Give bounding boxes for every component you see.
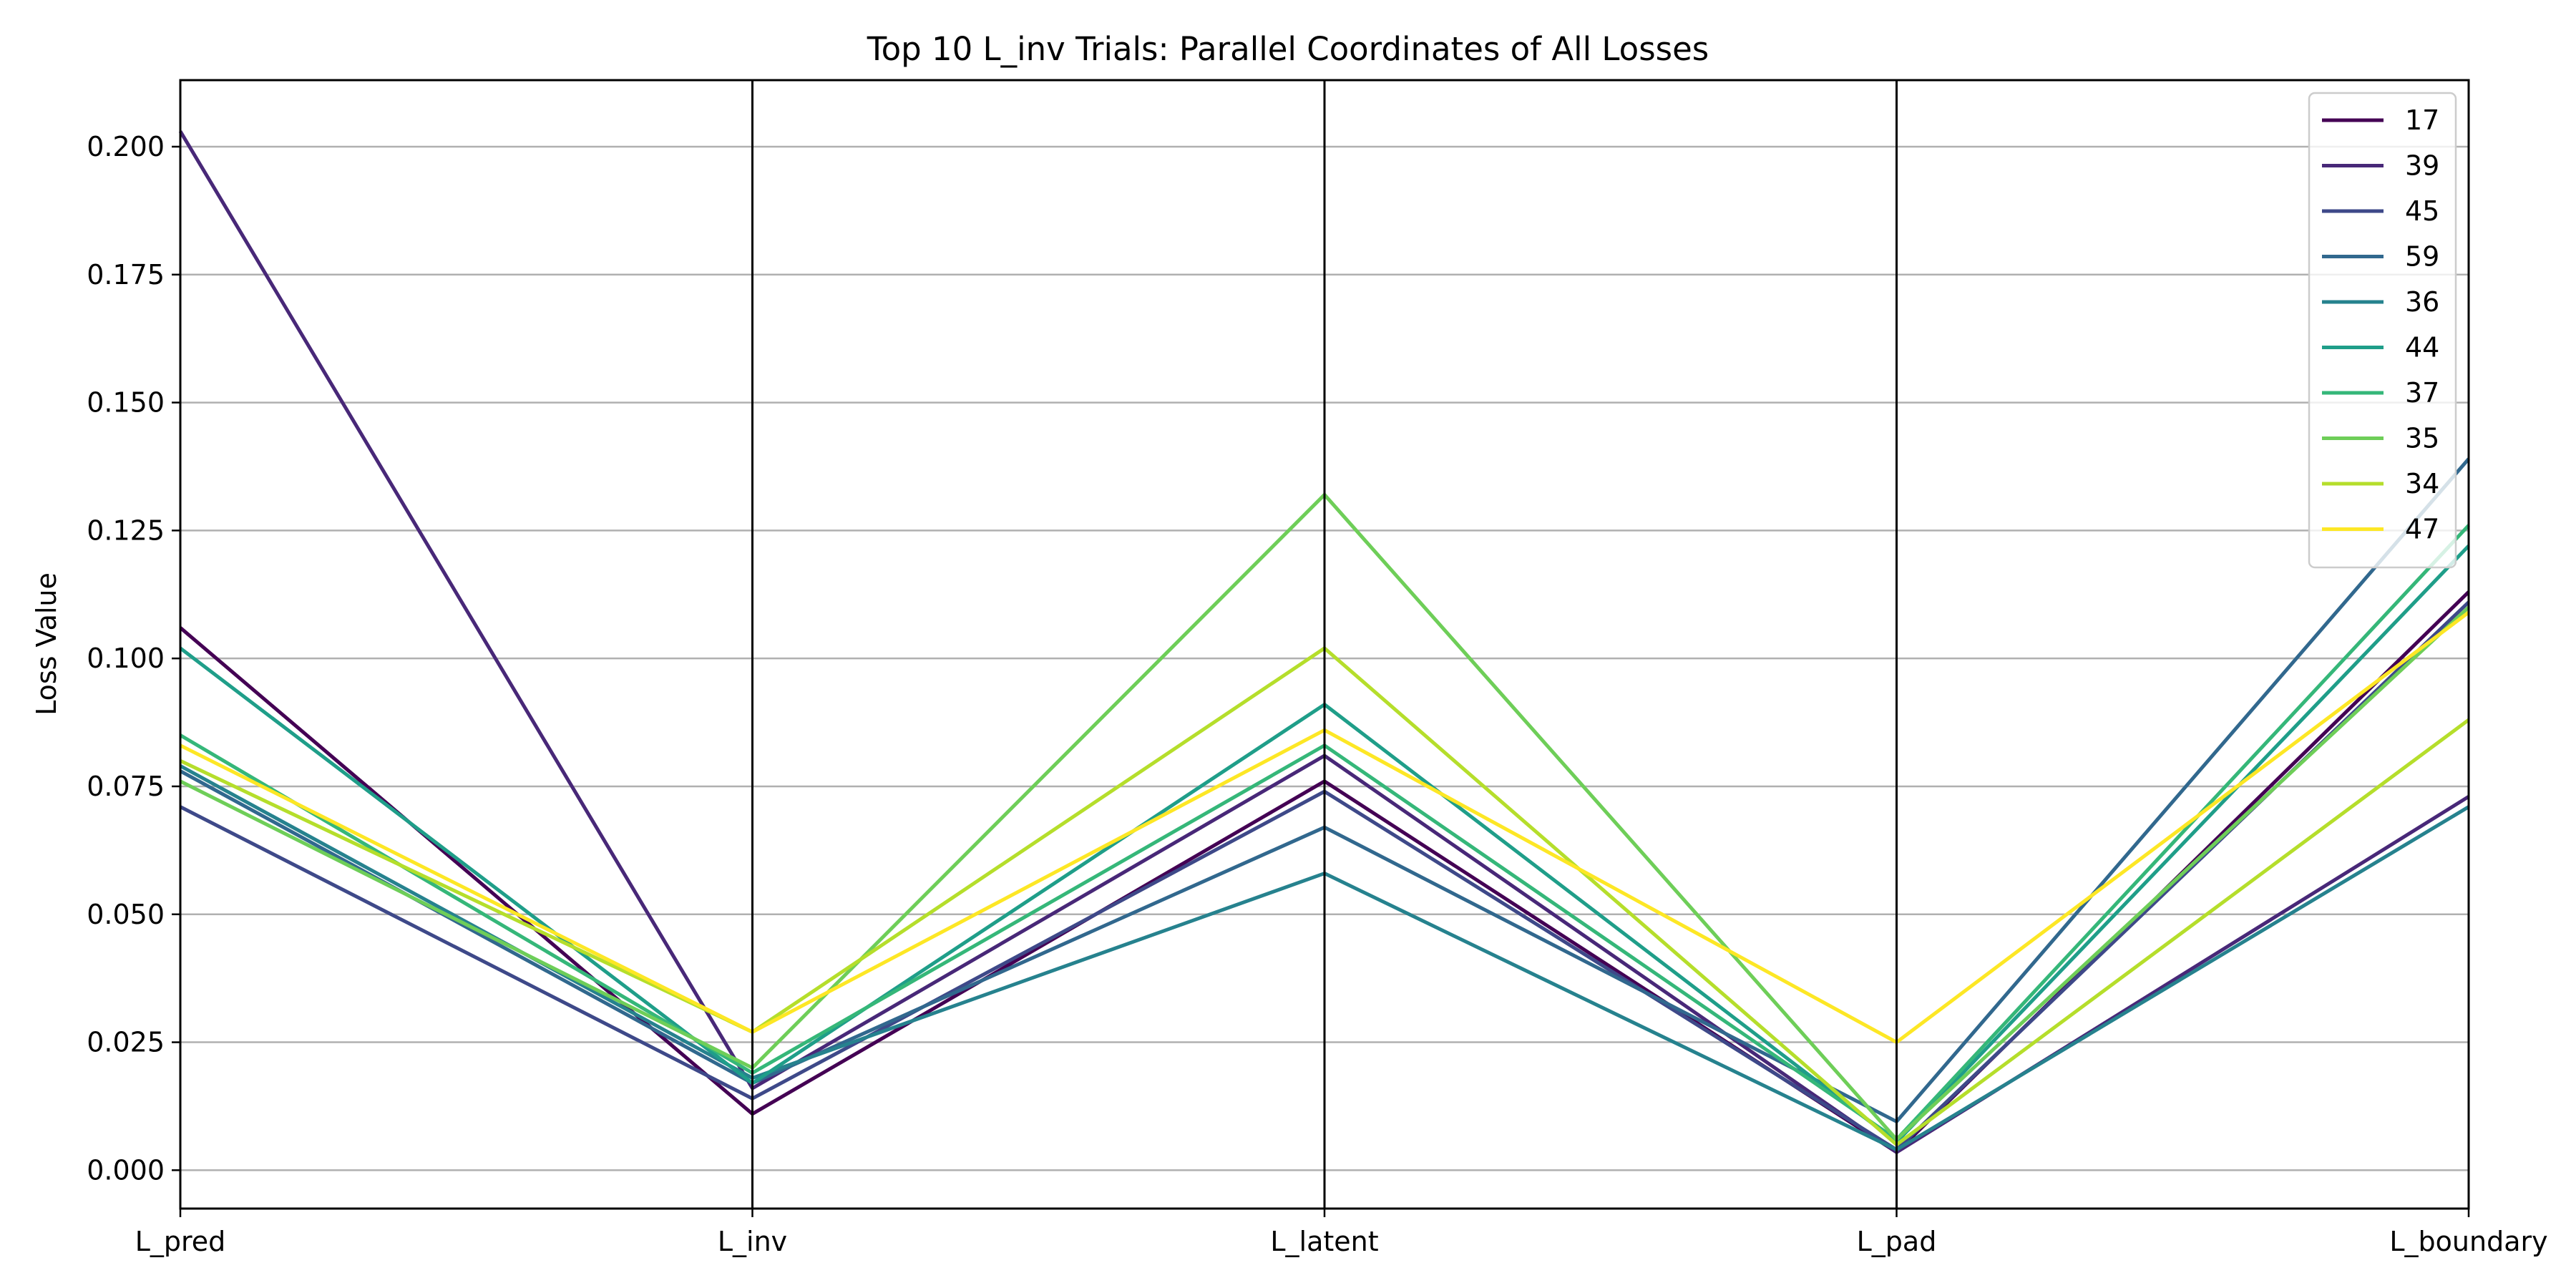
plot-frame [179,79,2470,1210]
y-tick-label: 0.000 [87,1154,165,1186]
y-tick-label: 0.050 [87,899,165,930]
x-tick-label-L_latent: L_latent [1270,1226,1378,1257]
legend-label-44: 44 [2405,332,2439,364]
y-tick-label: 0.200 [87,131,165,162]
legend: 17 39 45 59 36 44 37 35 34 47 [2308,92,2457,569]
legend-label-34: 34 [2405,468,2439,499]
y-axis-label: Loss Value [31,572,62,716]
y-tick-label: 0.100 [87,643,165,674]
y-ticks: 0.000 0.025 0.050 0.075 0.100 0.125 0.150 0.175… [87,131,180,1186]
y-tick-label: 0.075 [87,771,165,802]
x-tick-label-L_boundary: L_boundary [2389,1226,2547,1257]
x-ticks: L_pred L_inv L_latent L_pad L_boundary [135,1209,2548,1257]
chart-title: Top 10 L_inv Trials: Parallel Coordinate… [867,30,1709,68]
legend-label-36: 36 [2405,286,2439,318]
legend-label-47: 47 [2405,514,2439,545]
legend-label-37: 37 [2405,377,2439,409]
x-tick-label-L_pred: L_pred [135,1226,226,1257]
x-tick-label-L_inv: L_inv [718,1226,787,1257]
legend-label-17: 17 [2405,104,2439,136]
legend-label-35: 35 [2405,423,2439,454]
legend-label-59: 59 [2405,241,2439,273]
y-tick-label: 0.025 [87,1027,165,1058]
x-tick-label-L_pad: L_pad [1857,1226,1937,1257]
y-tick-label: 0.150 [87,387,165,419]
y-tick-label: 0.175 [87,259,165,291]
legend-label-45: 45 [2405,195,2439,227]
y-tick-label: 0.125 [87,514,165,546]
legend-label-39: 39 [2405,150,2439,182]
